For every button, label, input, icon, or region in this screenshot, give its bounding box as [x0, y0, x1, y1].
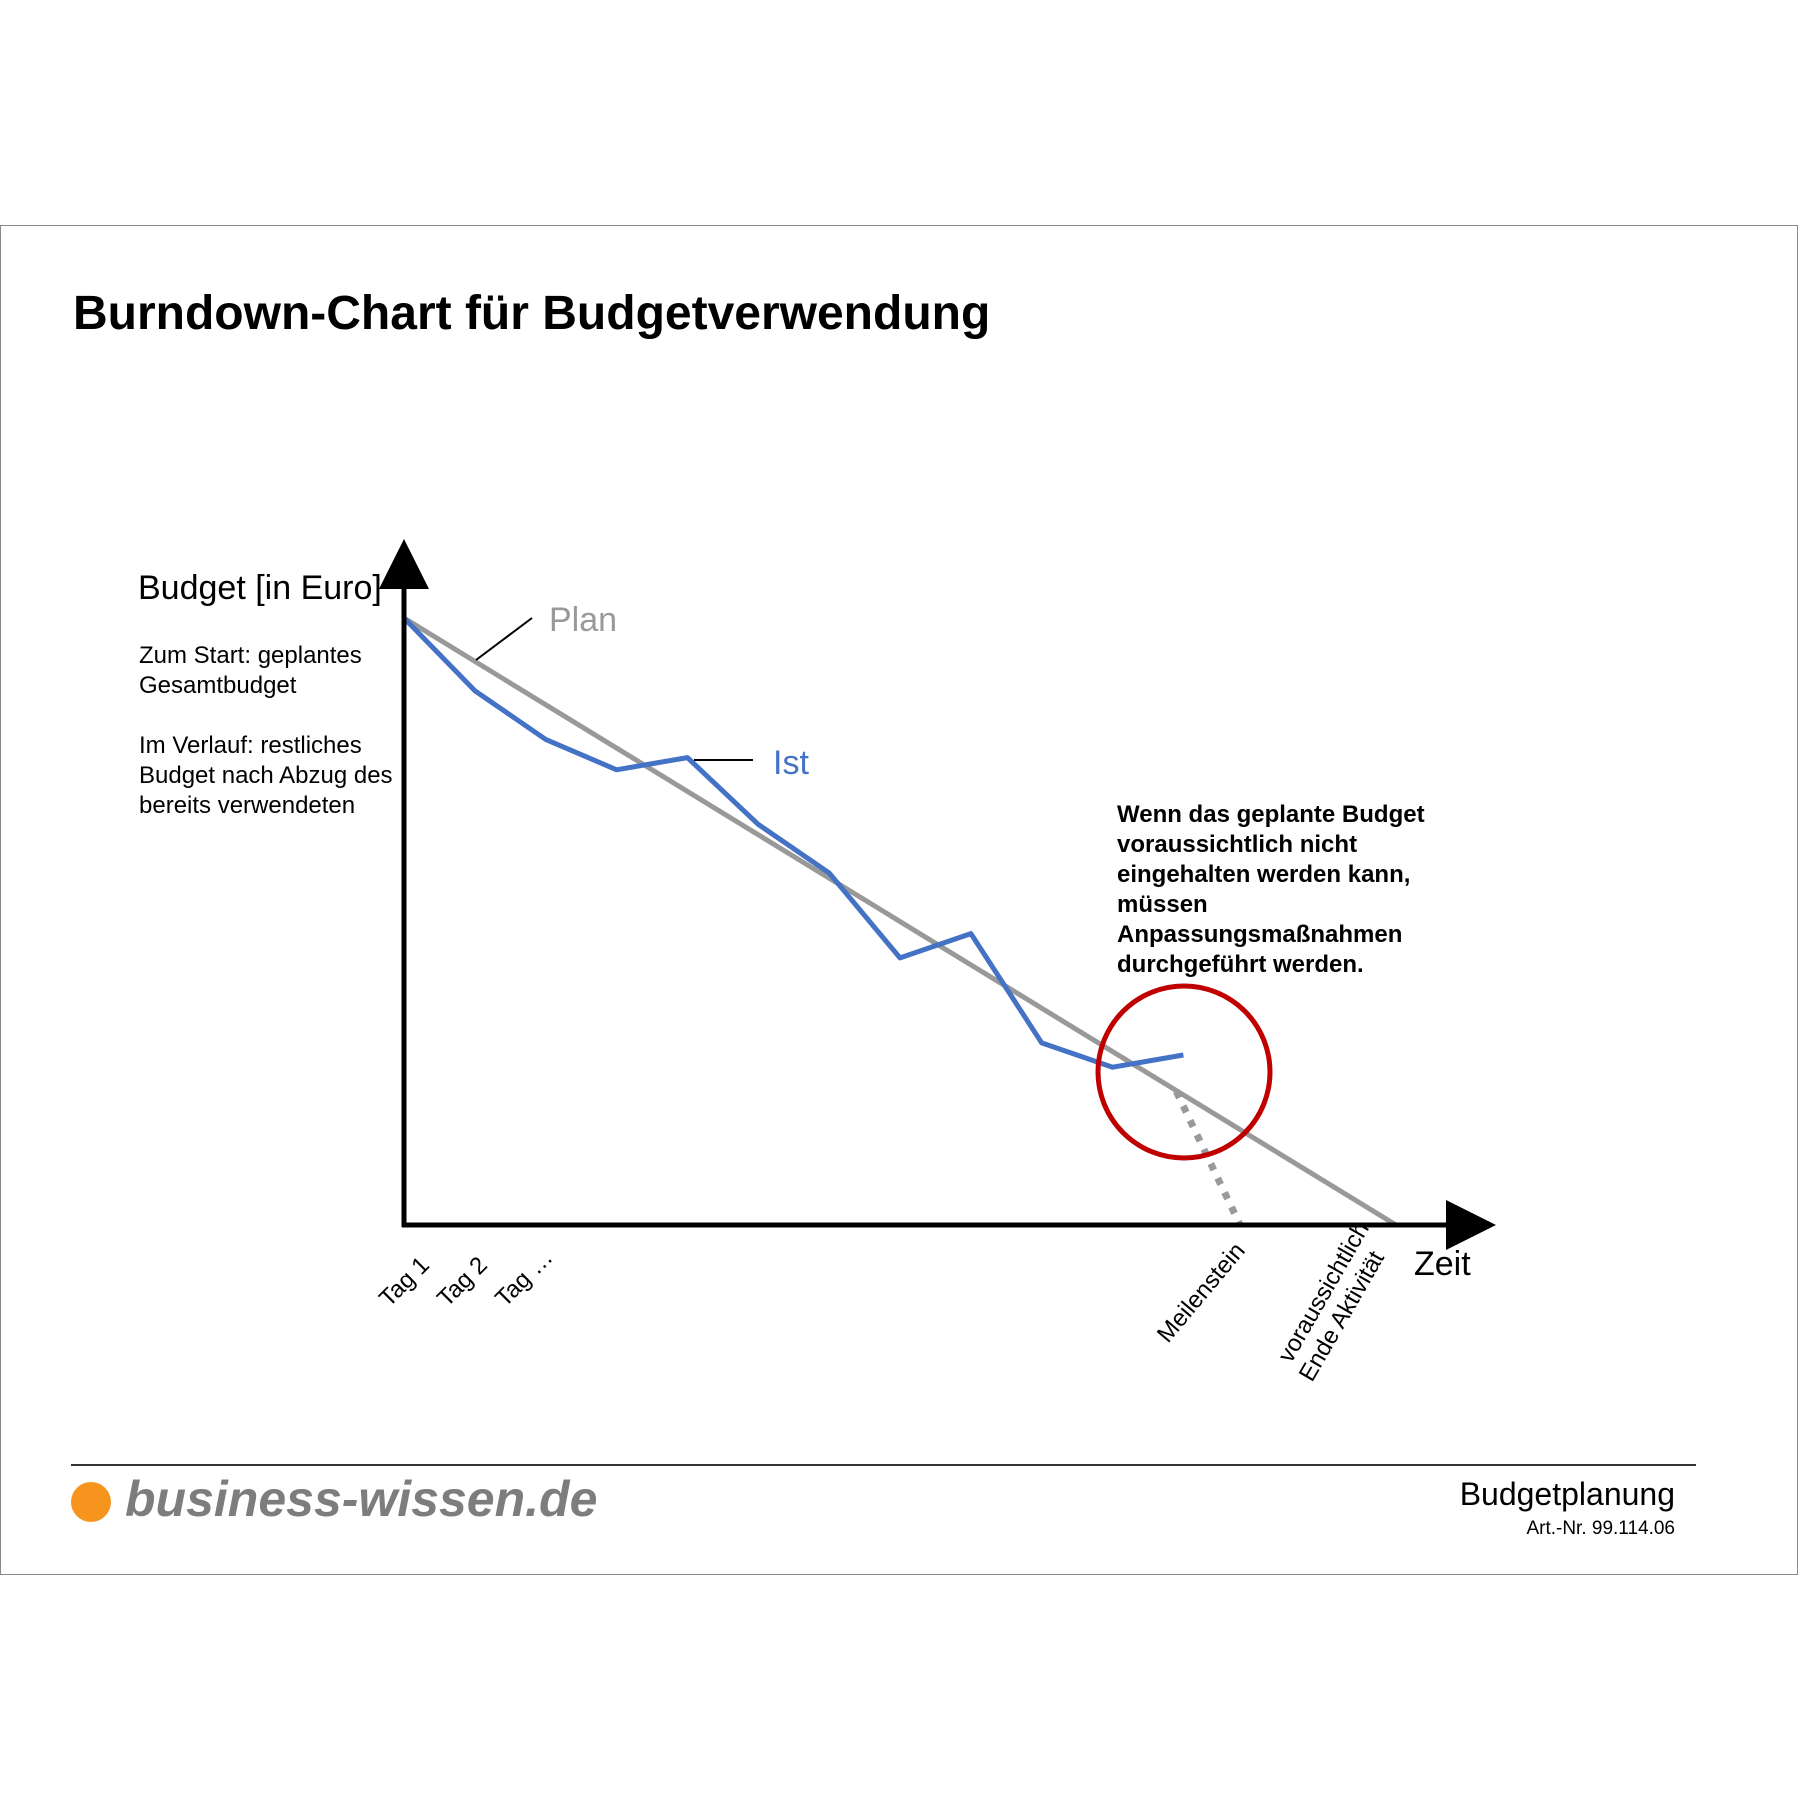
legend-ist-label: Ist: [773, 744, 809, 782]
logo-dot-icon: [71, 1482, 111, 1522]
ist-line: [402, 616, 1184, 1070]
x-tick-label-milestone: Meilenstein: [1152, 1237, 1251, 1347]
x-axis-title: Zeit: [1414, 1245, 1471, 1283]
x-tick-label-tag-more: Tag …: [490, 1244, 558, 1312]
plan-leader-line: [475, 617, 533, 661]
y-axis-note-progress: Im Verlauf: restliches Budget nach Abzug…: [139, 732, 393, 819]
callout-text: Wenn das geplante Budget voraussichtlich…: [1117, 801, 1425, 978]
series-layer: [402, 615, 1398, 1228]
y-axis-title: Budget [in Euro]: [138, 569, 382, 607]
slide: Burndown-Chart für Budgetverwendung Budg…: [0, 225, 1798, 1575]
burndown-chart: Plan Ist Zeit Tag 1 Tag 2 Tag … Meilenst…: [374, 539, 1496, 1386]
legend-plan-label: Plan: [549, 601, 617, 639]
footer-topic: Budgetplanung: [1459, 1476, 1675, 1512]
x-tick-label-tag2: Tag 2: [432, 1252, 493, 1313]
y-axis-note-start: Zum Start: geplantes Gesamtbudget: [139, 642, 362, 699]
highlight-circle: [1095, 983, 1273, 1161]
plan-line: [402, 615, 1398, 1228]
logo-text: business-wissen.de: [125, 1471, 598, 1527]
x-tick-label-tag1: Tag 1: [374, 1252, 435, 1313]
page-title: Burndown-Chart für Budgetverwendung: [73, 287, 991, 340]
footer-article-number: Art.-Nr. 99.114.06: [1526, 1518, 1675, 1539]
footer-divider: [71, 1464, 1696, 1466]
